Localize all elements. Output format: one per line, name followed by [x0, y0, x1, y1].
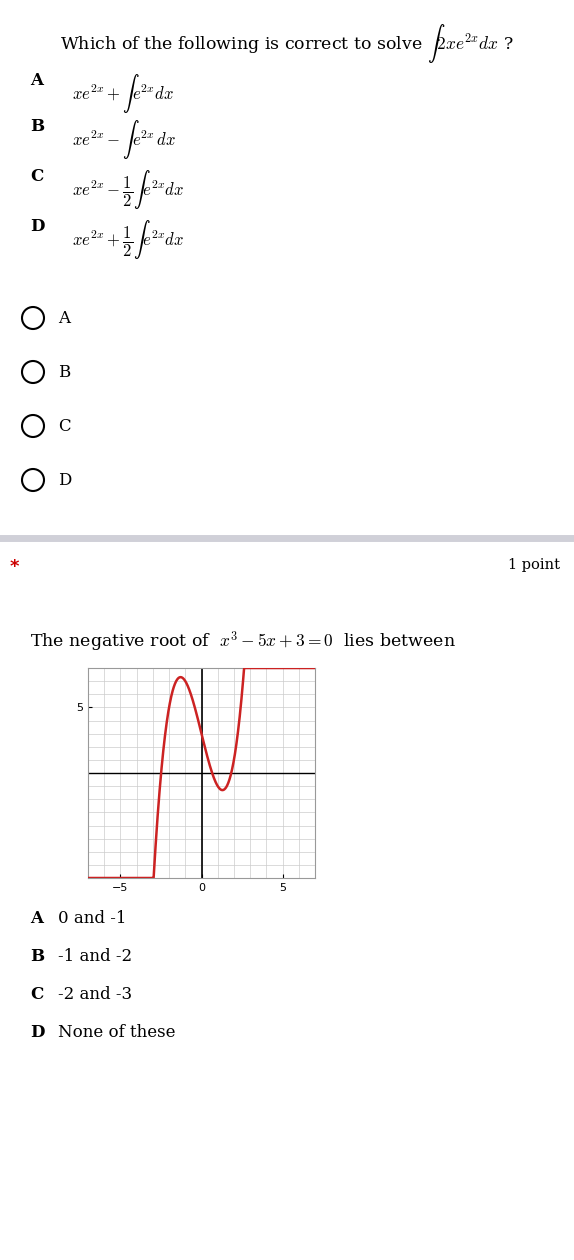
Text: The negative root of  $x^3-5x+3=0$  lies between: The negative root of $x^3-5x+3=0$ lies b…	[30, 630, 456, 654]
Text: 1 point: 1 point	[508, 558, 560, 572]
Text: B: B	[30, 948, 44, 965]
Text: D: D	[30, 218, 45, 236]
Text: A: A	[30, 910, 43, 927]
Text: A: A	[30, 72, 43, 89]
Text: B: B	[58, 364, 70, 381]
Text: C: C	[30, 168, 43, 185]
Text: C: C	[30, 987, 43, 1003]
Text: D: D	[30, 1024, 45, 1041]
Text: $xe^{2x}-\dfrac{1}{2}\int e^{2x}dx$: $xe^{2x}-\dfrac{1}{2}\int e^{2x}dx$	[72, 168, 184, 210]
Text: $xe^{2x}+\int e^{2x}dx$: $xe^{2x}+\int e^{2x}dx$	[72, 72, 174, 115]
Text: None of these: None of these	[58, 1024, 176, 1041]
Text: Which of the following is correct to solve $\int 2xe^{2x}dx$ ?: Which of the following is correct to sol…	[60, 21, 514, 66]
Text: -2 and -3: -2 and -3	[58, 987, 132, 1003]
Text: B: B	[30, 118, 44, 135]
Text: D: D	[58, 472, 71, 489]
Text: 0 and -1: 0 and -1	[58, 910, 126, 927]
Text: C: C	[58, 418, 71, 435]
Text: *: *	[10, 558, 20, 576]
Text: -1 and -2: -1 and -2	[58, 948, 132, 965]
Text: $xe^{2x}+\dfrac{1}{2}\int e^{2x}dx$: $xe^{2x}+\dfrac{1}{2}\int e^{2x}dx$	[72, 218, 184, 261]
Text: $xe^{2x}-\int e^{2x}\,dx$: $xe^{2x}-\int e^{2x}\,dx$	[72, 118, 176, 161]
Text: A: A	[58, 310, 70, 328]
